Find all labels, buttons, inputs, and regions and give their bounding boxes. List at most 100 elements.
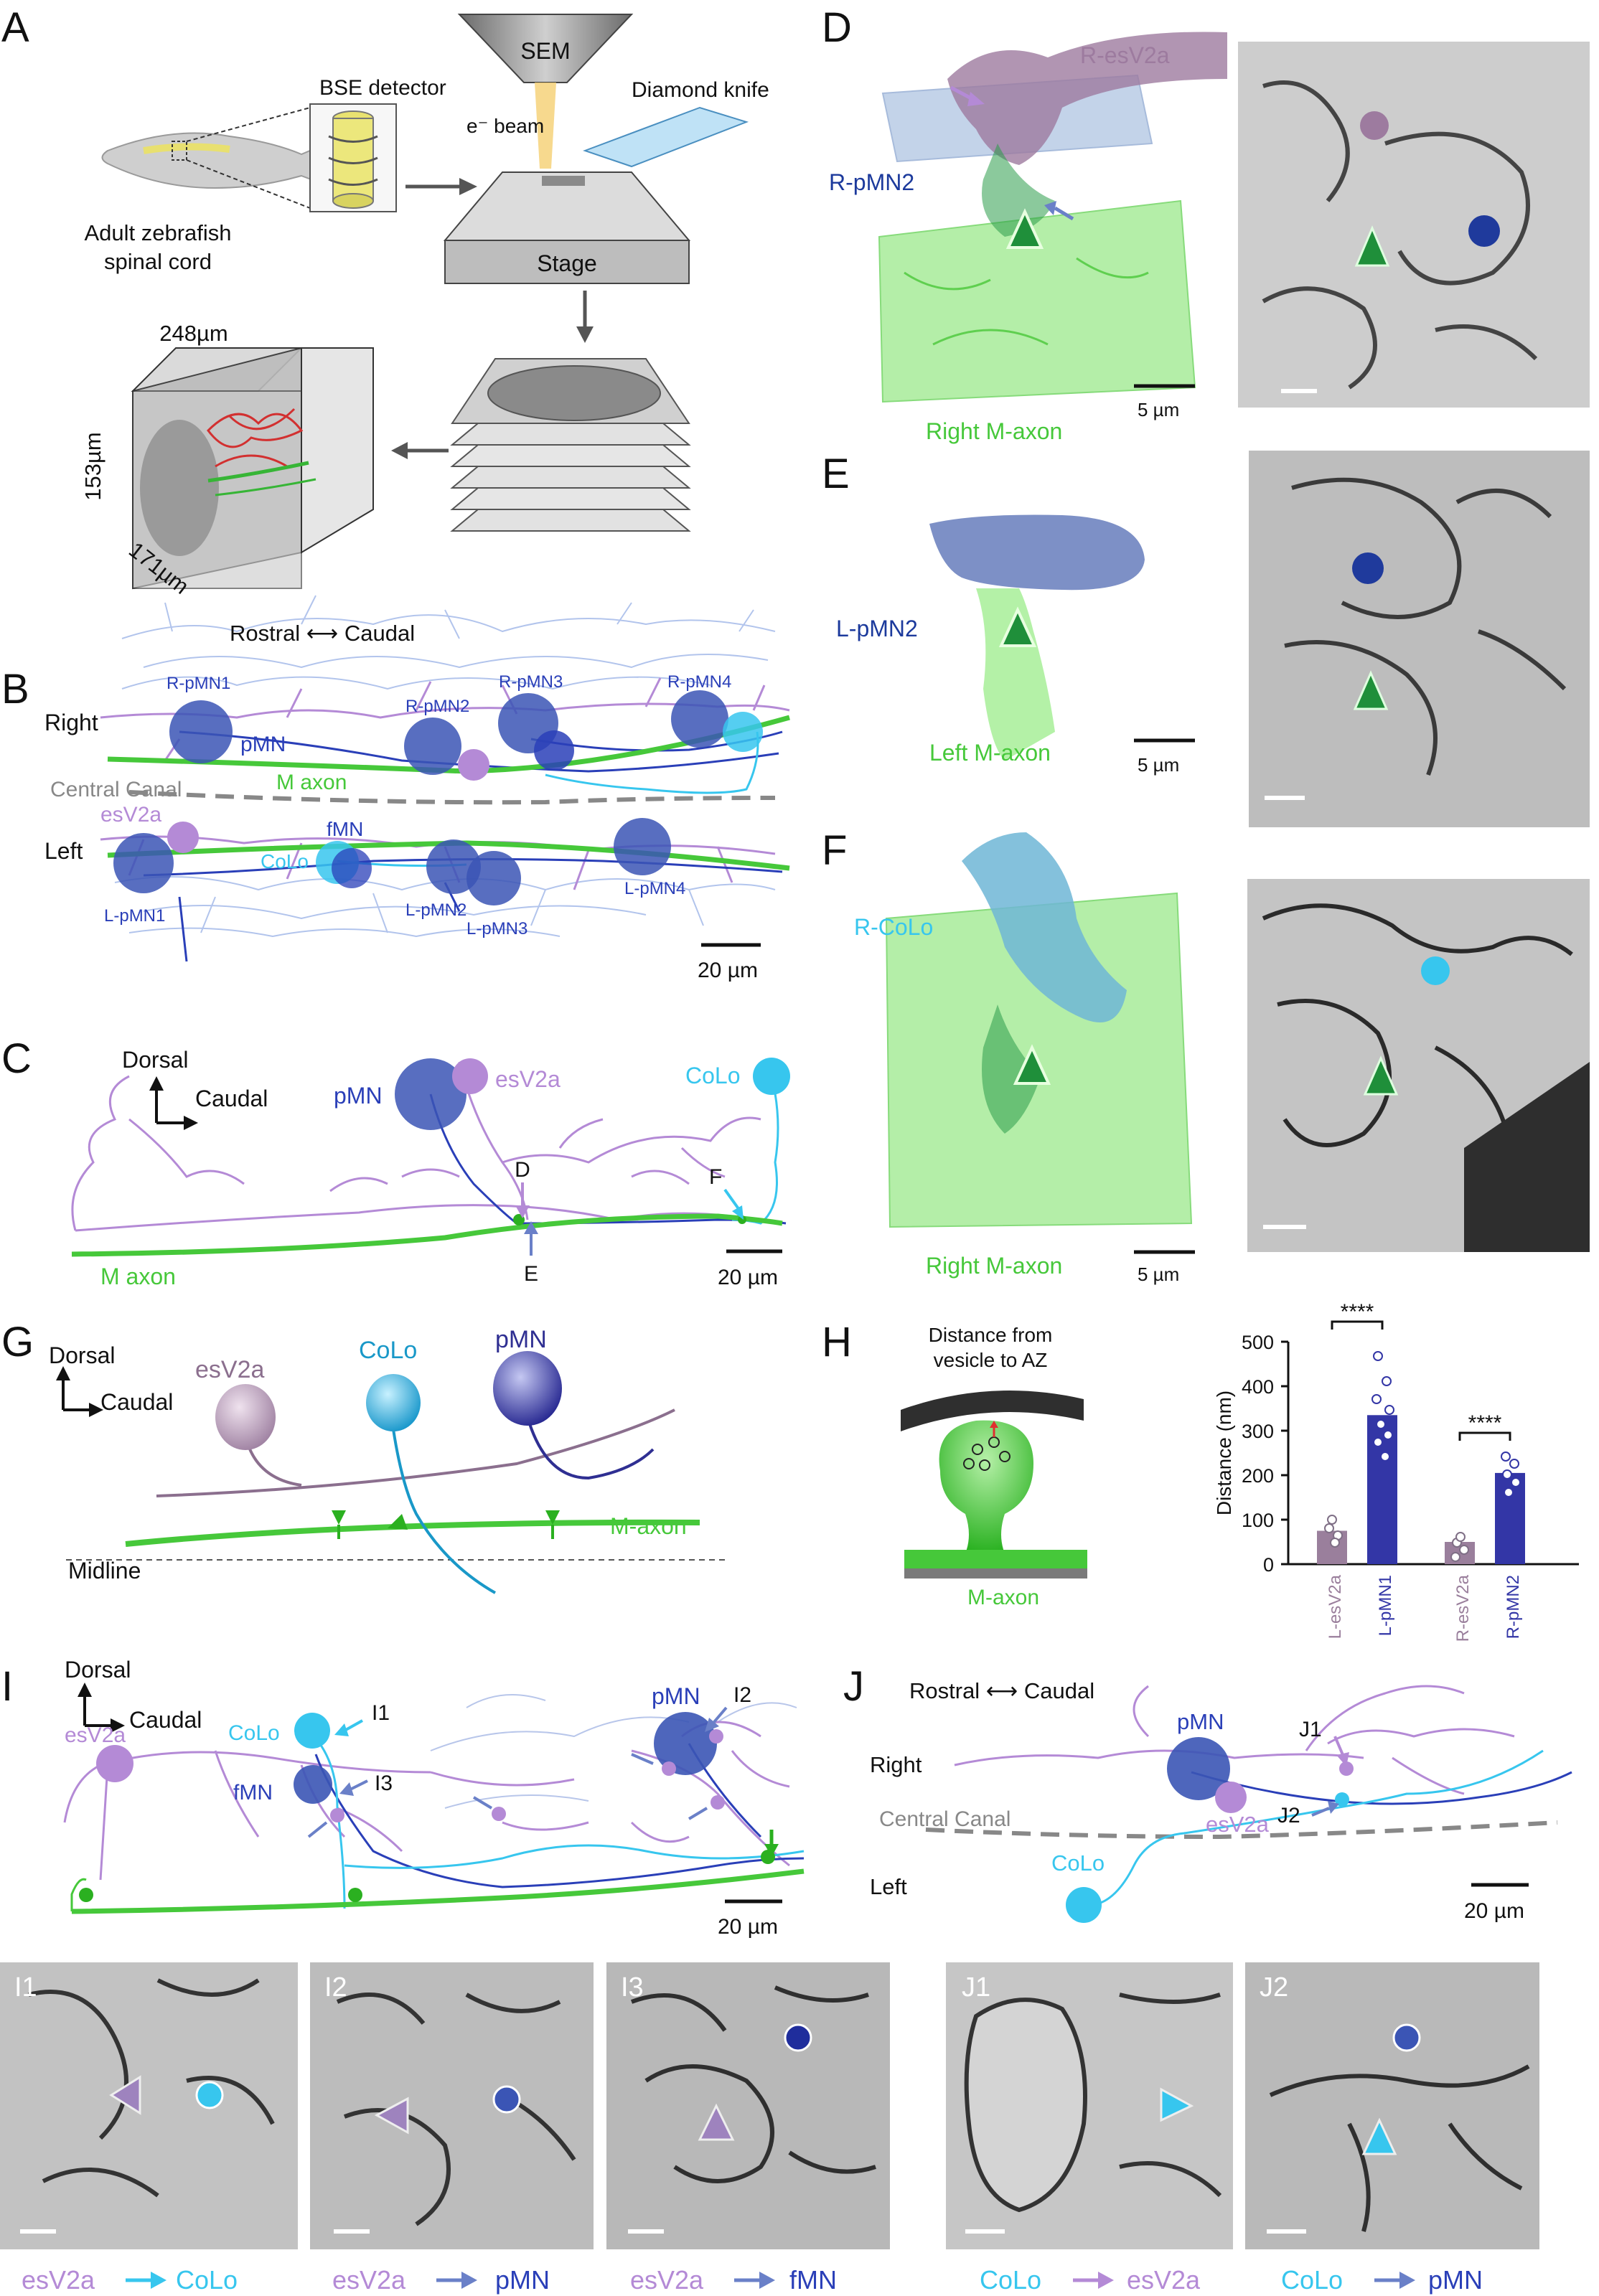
em-i3-label: I3 <box>621 1972 644 2003</box>
em-i1-label: I1 <box>14 1972 37 2003</box>
panel-c: Dorsal Caudal pMN esV2a CoLo D E <box>71 1047 790 1289</box>
i-colo: CoLo <box>228 1721 280 1745</box>
c-maxon: M axon <box>100 1264 176 1289</box>
r-pmn4-soma <box>671 690 728 748</box>
panel-a: BSE detector Adult zebrafish spinal cord… <box>80 14 769 599</box>
zebrafish-icon <box>101 132 335 189</box>
bottom-legend: esV2a CoLo esV2a pMN esV2a fMN CoLo esV2… <box>22 2265 1483 2295</box>
h-ytick-300: 300 <box>1242 1421 1274 1442</box>
sem-label: SEM <box>520 38 570 64</box>
panel-letter-a: A <box>1 4 29 51</box>
h-cat-0: L-esV2a <box>1326 1574 1345 1639</box>
i-pmn-soma <box>654 1712 717 1775</box>
em-strip: I1 I2 I3 J1 J2 <box>0 1962 1539 2249</box>
dim-x: 248µm <box>159 321 228 346</box>
panel-b: Rostral ⟷ Caudal Right Left Central Cana… <box>44 595 790 982</box>
g-caudal: Caudal <box>100 1389 173 1415</box>
c-caudal: Caudal <box>195 1086 268 1111</box>
h-bar-chart: Distance (nm) 0 100 200 300 400 500 <box>1213 1300 1579 1642</box>
legend-2-a: esV2a <box>332 2265 406 2295</box>
b-l-pmn3: L-pMN3 <box>466 919 527 938</box>
l-pmn4-soma <box>614 818 671 875</box>
panel-letter-h: H <box>822 1319 852 1365</box>
diamond-knife-icon <box>583 106 749 168</box>
i-esv2a-soma <box>96 1745 133 1782</box>
i-dorsal: Dorsal <box>65 1657 131 1683</box>
r-esv2a-soma <box>458 749 489 781</box>
stage-label: Stage <box>537 250 597 276</box>
em-volume: 248µm 153µm 171µm <box>80 321 374 599</box>
f-rcolo: R-CoLo <box>854 914 933 940</box>
panel-h: Distance from vesicle to AZ M-axon Dista… <box>901 1300 1579 1642</box>
i-fmn-soma <box>294 1765 332 1804</box>
h-ytick-0: 0 <box>1263 1554 1274 1576</box>
c-esv2a: esV2a <box>495 1066 561 1092</box>
panel-f: R-CoLo Right M-axon 5 µm <box>854 832 1590 1285</box>
beam-label: e⁻ beam <box>466 115 544 137</box>
j-colo: CoLo <box>1051 1850 1105 1876</box>
i-fmn: fMN <box>233 1781 273 1805</box>
b-r-pmn2: R-pMN2 <box>405 697 469 716</box>
e-lpmn2: L-pMN2 <box>836 616 918 641</box>
f-raxon: Right M-axon <box>926 1253 1062 1279</box>
fish-label: Adult zebrafish <box>84 220 231 245</box>
j-esv2a-soma <box>1215 1782 1247 1813</box>
e-synapse-arrowhead <box>998 606 1037 647</box>
b-esv2a: esV2a <box>100 803 161 827</box>
i-i3: I3 <box>375 1772 393 1795</box>
panel-letter-i: I <box>1 1663 13 1710</box>
h-ytick-100: 100 <box>1242 1510 1274 1531</box>
r-colo-soma <box>723 712 763 752</box>
i-i2: I2 <box>733 1683 751 1707</box>
e-em-image <box>1249 451 1590 827</box>
e-scale: 5 µm <box>1138 754 1179 776</box>
panel-letter-d: D <box>822 4 852 51</box>
b-pmn: pMN <box>240 733 286 756</box>
legend-3-b: fMN <box>789 2265 837 2295</box>
em-j2 <box>1245 1962 1539 2249</box>
f-synapse-arrowhead <box>1013 1044 1051 1085</box>
b-left: Left <box>44 838 83 864</box>
legend-5-a: CoLo <box>1281 2265 1343 2295</box>
b-l-pmn1: L-pMN1 <box>104 906 165 926</box>
b-r-pmn3: R-pMN3 <box>499 672 563 692</box>
b-fmn: fMN <box>327 818 363 840</box>
h-ytick-500: 500 <box>1242 1332 1274 1353</box>
j-esv2a: esV2a <box>1206 1812 1270 1837</box>
g-colo-soma <box>366 1374 421 1431</box>
em-i2-label: I2 <box>324 1972 347 2003</box>
r-fmn-soma <box>534 730 574 771</box>
em-i1 <box>0 1962 298 2249</box>
r-pmn2-soma <box>404 718 461 775</box>
j-j1: J1 <box>1299 1718 1322 1741</box>
c-d: D <box>515 1158 530 1182</box>
j-j2: J2 <box>1277 1804 1300 1827</box>
l-pmn3-soma <box>466 851 521 905</box>
j-pmn-soma <box>1167 1737 1230 1800</box>
b-r-pmn4: R-pMN4 <box>667 672 731 692</box>
b-orientation: Rostral ⟷ Caudal <box>230 621 415 646</box>
dim-y: 153µm <box>80 432 105 500</box>
em-j1-label: J1 <box>962 1972 990 2003</box>
i-colo-soma <box>294 1713 330 1749</box>
j-pmn: pMN <box>1177 1709 1224 1734</box>
h-title-2: vesicle to AZ <box>934 1349 1048 1371</box>
panel-d: R-esV2a R-pMN2 Right M-axon 5 µm <box>829 32 1590 444</box>
panel-letter-b: B <box>1 666 29 712</box>
g-maxon: M-axon <box>610 1513 687 1539</box>
c-pmn: pMN <box>334 1083 383 1109</box>
c-e: E <box>524 1262 538 1286</box>
l-pmn1-soma <box>113 833 174 893</box>
b-right: Right <box>44 710 98 735</box>
c-pmn-soma <box>395 1058 466 1130</box>
g-midline: Midline <box>68 1558 141 1584</box>
e-laxon: Left M-axon <box>929 740 1051 766</box>
h-cat-1: L-pMN1 <box>1376 1575 1395 1636</box>
panel-letter-g: G <box>1 1319 34 1365</box>
i-esv2a: esV2a <box>65 1723 126 1747</box>
g-dorsal: Dorsal <box>49 1342 115 1368</box>
h-bar-l-pmn1 <box>1367 1415 1397 1564</box>
i-scale: 20 µm <box>718 1915 778 1939</box>
legend-1-b: CoLo <box>176 2265 238 2295</box>
h-sig-2: **** <box>1468 1411 1502 1435</box>
